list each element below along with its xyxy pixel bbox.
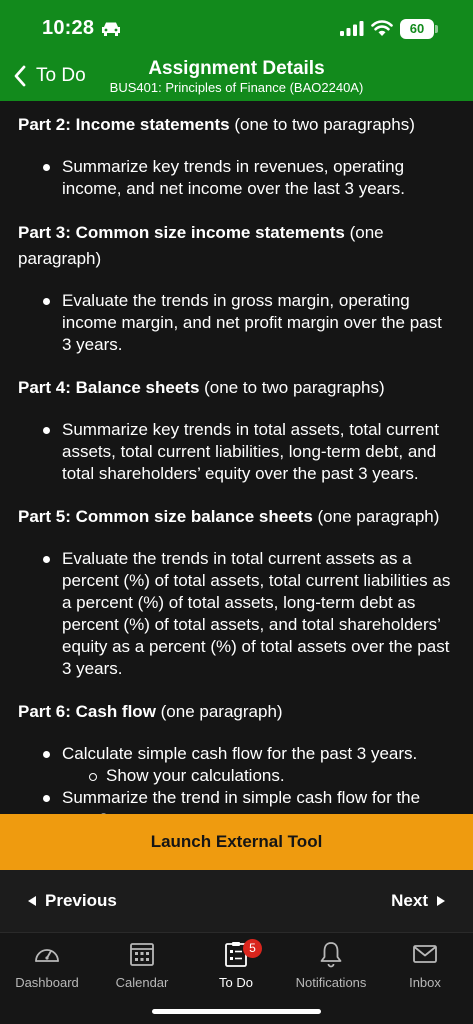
list-item: Evaluate the trends in total current ass…	[18, 548, 455, 680]
triangle-left-icon	[28, 896, 36, 906]
signal-icon	[340, 21, 364, 36]
bell-icon	[320, 942, 342, 968]
part-heading: Part 5: Common size balance sheets (one …	[18, 507, 440, 526]
part-heading: Part 6: Cash flow (one paragraph)	[18, 702, 283, 721]
part-heading: Part 2: Income statements (one to two pa…	[18, 115, 415, 134]
bullet-list: Evaluate the trends in total current ass…	[18, 548, 455, 680]
launch-external-tool-button[interactable]: Launch External Tool	[0, 814, 473, 870]
tab-todo[interactable]: 5 To Do	[189, 939, 283, 990]
list-item: Calculate simple cash flow for the past …	[18, 743, 455, 765]
tab-label: Dashboard	[15, 975, 79, 990]
back-button[interactable]: To Do	[12, 62, 86, 90]
list-item: Summarize key trends in total assets, to…	[18, 419, 455, 485]
dashboard-icon	[35, 949, 59, 962]
bullet-list: Evaluate the trends in gross margin, ope…	[18, 290, 455, 356]
chevron-left-icon	[14, 65, 26, 87]
part-heading: Part 4: Balance sheets (one to two parag…	[18, 378, 385, 397]
next-button[interactable]: Next	[391, 891, 445, 911]
header: 10:28 60 To Do Assignment Details BUS401…	[0, 0, 473, 101]
course-subtitle: BUS401: Principles of Finance (BAO2240A)	[109, 80, 364, 95]
previous-button[interactable]: Previous	[28, 891, 117, 911]
todo-badge: 5	[243, 939, 262, 958]
bullet-list: Summarize key trends in revenues, operat…	[18, 156, 455, 200]
calendar-icon	[130, 943, 154, 966]
list-item: Evaluate the trends in gross margin, ope…	[18, 290, 455, 356]
wifi-icon	[371, 20, 393, 36]
pager-bar: Previous Next	[0, 870, 473, 932]
battery-level: 60	[400, 19, 434, 39]
tab-bar: Dashboard Calendar 5 To Do Notifications	[0, 932, 473, 1024]
sub-list-item: Show your calculations.	[18, 765, 455, 787]
bullet-list: Calculate simple cash flow for the past …	[18, 743, 455, 814]
tab-inbox[interactable]: Inbox	[378, 939, 472, 990]
page-title: Assignment Details	[148, 58, 325, 79]
list-item: Summarize the trend in simple cash flow …	[18, 787, 455, 814]
bullet-list: Summarize key trends in total assets, to…	[18, 419, 455, 485]
car-icon	[102, 22, 120, 36]
home-indicator[interactable]	[152, 1009, 321, 1014]
status-time: 10:28	[42, 17, 95, 39]
tab-label: Calendar	[115, 975, 169, 990]
part-heading: Part 3: Common size income statements (o…	[18, 223, 384, 268]
triangle-right-icon	[437, 896, 445, 906]
previous-label: Previous	[45, 891, 117, 910]
inbox-icon	[413, 945, 437, 963]
tab-label: Inbox	[409, 975, 441, 990]
tab-label: To Do	[219, 975, 253, 990]
tab-dashboard[interactable]: Dashboard	[0, 939, 94, 990]
tab-calendar[interactable]: Calendar	[95, 939, 189, 990]
next-label: Next	[391, 891, 428, 910]
battery-indicator: 60	[400, 19, 438, 39]
tab-label: Notifications	[295, 975, 367, 990]
assignment-description[interactable]: Part 2: Income statements (one to two pa…	[0, 101, 473, 814]
back-label: To Do	[36, 65, 86, 86]
tab-notifications[interactable]: Notifications	[284, 939, 378, 990]
list-item: Summarize key trends in revenues, operat…	[18, 156, 455, 200]
